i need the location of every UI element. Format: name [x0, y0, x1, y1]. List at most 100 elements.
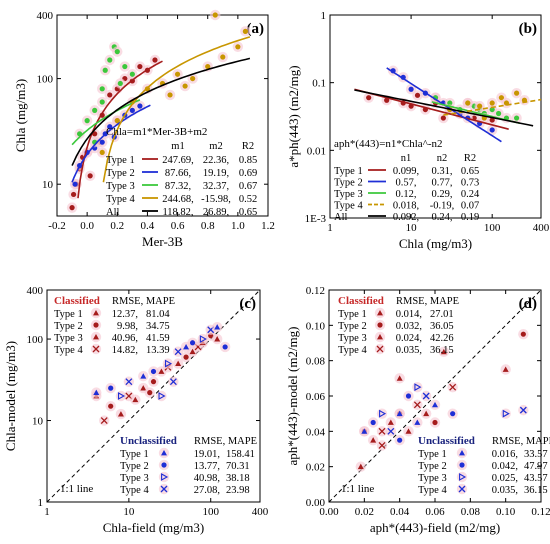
unclassified-rmse: 40.98, [194, 473, 220, 484]
x-axis-label: Chla (mg/m3) [399, 236, 472, 251]
x-tick-label: 0.8 [201, 220, 215, 232]
data-point [99, 139, 105, 145]
legend-entry: Type 2 [334, 178, 363, 189]
panel-d: 0.00 0.02 0.04 0.06 0.08 0.10 0.12 0.00 0.02 0.04… [285, 285, 550, 535]
unclassified-point [414, 419, 421, 425]
unclassified-legend-marker [161, 450, 167, 456]
x-axis-label: aph*(443)-field (m2/mg) [370, 520, 500, 535]
x-tick-label: 0.4 [141, 220, 155, 232]
classified-row-name: Type 1 [54, 309, 83, 320]
legend-header: m1 [171, 141, 184, 152]
data-point [107, 92, 113, 98]
fit-line [71, 57, 251, 166]
classified-point [108, 403, 114, 409]
data-point [99, 86, 105, 92]
classified-point [132, 396, 139, 403]
unclassified-rmse: 0.016, [492, 449, 518, 460]
y-tick-label: 1 [321, 10, 327, 22]
classified-rmse: 9.98, [117, 321, 138, 332]
legend-entry: Type 2 [106, 168, 135, 179]
classified-point [370, 437, 377, 443]
fit-line [102, 36, 251, 183]
unclassified-mape: 23.98 [226, 485, 250, 496]
data-point [84, 118, 90, 124]
unclassified-point [379, 409, 387, 418]
x-tick-label: 1.0 [231, 220, 245, 232]
x-tick-label: 0.0 [80, 220, 94, 232]
legend-r2: 0.52 [239, 194, 257, 205]
legend-n2: 0.31, [432, 166, 453, 177]
y-tick-label: 0.12 [306, 285, 325, 297]
classified-point [100, 417, 108, 424]
classified-rmse: 12.37, [112, 309, 138, 320]
x-tick-label: 400 [252, 506, 269, 518]
unclassified-point [414, 383, 422, 392]
x-tick-label: 0.06 [425, 506, 445, 518]
x-tick-label: 0.2 [110, 220, 124, 232]
data-point [174, 71, 181, 77]
unclassified-rmse: 0.025, [492, 473, 518, 484]
y-tick-label: 0.04 [306, 426, 326, 438]
classified-point [378, 442, 386, 449]
classified-legend-marker [92, 345, 100, 353]
unclassified-point [502, 409, 510, 418]
classified-mape: 27.01 [430, 309, 454, 320]
x-tick-label: 100 [484, 222, 501, 234]
data-point [220, 54, 226, 60]
y-tick-label: 0.00 [306, 497, 326, 509]
unclassified-point [140, 373, 147, 379]
data-point [489, 106, 495, 113]
legend-m1: 118.82, [162, 207, 193, 218]
unclassified-rmse: 19.01, [194, 449, 220, 460]
data-point [447, 100, 453, 106]
y-tick-label: 0.10 [306, 320, 326, 332]
data-point [414, 92, 421, 98]
legend-title: Chla=m1*Mer-3B+m2 [106, 126, 207, 138]
classified-row-name: Type 3 [54, 333, 83, 344]
unclassified-point [397, 437, 403, 443]
unclassified-metrics-header: RMSE, MAPE [492, 436, 550, 447]
unclassified-row-name: Type 2 [418, 461, 447, 472]
data-point [408, 86, 414, 92]
classified-point [175, 360, 182, 366]
one-to-one-label: 1:1 line [341, 483, 374, 495]
x-tick-label: 10 [406, 222, 418, 234]
data-point [107, 124, 113, 130]
classified-point [396, 375, 403, 381]
plot-frame [56, 14, 269, 217]
legend-m1: 244.68, [162, 194, 194, 205]
unclassified-point [183, 343, 190, 350]
unclassified-point [189, 340, 196, 346]
legend-n1: 0.57, [396, 178, 417, 189]
data-point [465, 100, 471, 106]
data-point [384, 97, 390, 103]
x-tick-label: 10 [123, 506, 135, 518]
classified-point [214, 336, 221, 342]
classified-rmse: 0.024, [396, 333, 422, 344]
unclassified-point [387, 427, 395, 435]
unclassified-title: Unclassified [418, 435, 475, 447]
x-tick-label: 0.10 [496, 506, 516, 518]
y-tick-label: 400 [27, 285, 44, 297]
classified-metrics-header: RMSE, MAPE [396, 296, 459, 307]
classified-mape: 34.75 [146, 321, 170, 332]
unclassified-point [199, 335, 207, 343]
legend-entry: Type 3 [106, 181, 135, 192]
unclassified-point [93, 389, 100, 396]
y-axis-label: Chla-model (mg/m3) [3, 341, 18, 451]
legend-header: n1 [401, 153, 412, 164]
legend-n2: -0.19, [430, 201, 455, 212]
unclassified-metrics-header: RMSE, MAPE [194, 436, 257, 447]
unclassified-row-name: Type 3 [418, 473, 447, 484]
y-tick-label: 0.08 [306, 356, 326, 368]
x-tick-label: -0.2 [48, 220, 65, 232]
unclassified-row-name: Type 2 [120, 461, 149, 472]
legend-m1: 87.32, [165, 181, 191, 192]
x-tick-label: 400 [533, 222, 550, 234]
unclassified-legend-marker [160, 485, 168, 493]
x-tick-label: 1 [327, 222, 333, 234]
legend-r2: 0.65 [239, 207, 257, 218]
unclassified-rmse: 0.042, [492, 461, 518, 472]
legend-r2: 0.65 [461, 166, 479, 177]
